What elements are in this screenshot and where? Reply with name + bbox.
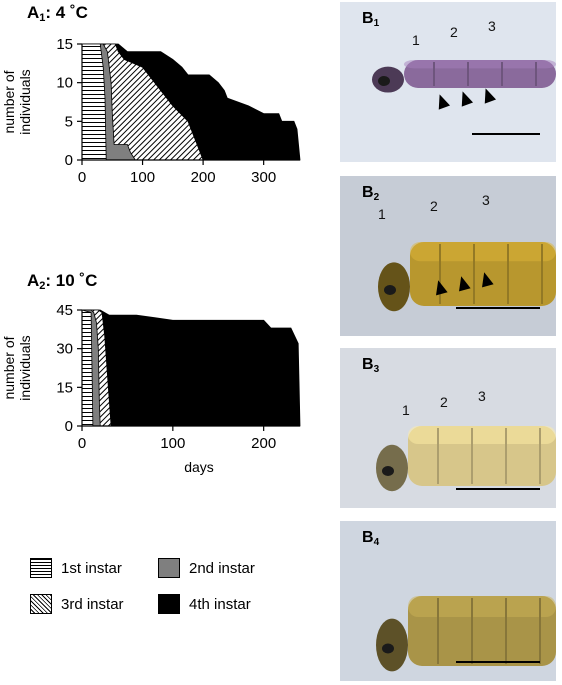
- panel-a1-letter: A: [27, 3, 40, 22]
- y-tick-label: 30: [56, 341, 73, 358]
- x-tick-label: 100: [130, 169, 155, 186]
- photo-label: B2: [362, 184, 379, 203]
- area-4th-instar: [81, 309, 301, 427]
- y-tick-label: 15: [56, 36, 73, 53]
- photo-label-subscript: 1: [373, 18, 380, 29]
- chart-a1: 0 5 10 15 0 100 200 300 number of individuals: [1, 36, 301, 186]
- larva-illustration: [376, 426, 556, 492]
- segment-number: 3: [488, 18, 496, 34]
- y-axis-label: number of individuals: [1, 69, 33, 134]
- svg-text:individuals: individuals: [17, 335, 33, 400]
- legend-label: 1st instar: [61, 559, 122, 577]
- panel-a2-letter: A: [27, 271, 40, 290]
- segment-number: 2: [440, 394, 448, 410]
- x-tick-label: 0: [78, 435, 86, 452]
- larva-illustration: [378, 242, 556, 312]
- segment-number: 3: [482, 192, 490, 208]
- y-tick-label: 15: [56, 379, 73, 396]
- segment-number: 2: [430, 198, 438, 214]
- chart-a2: 0 15 30 45 0 100 200 number of individuals days: [1, 302, 301, 475]
- legend: 1st instar 2nd instar 3rd instar 4th ins…: [30, 558, 290, 618]
- legend-swatch-black: [158, 594, 180, 614]
- legend-item-4th-instar: 4th instar: [158, 594, 251, 614]
- panel-a2-temperature: : 10 ˚C: [45, 271, 98, 290]
- legend-label: 2nd instar: [189, 559, 255, 577]
- photo-label: B4: [362, 529, 379, 548]
- area-1st-instar: [81, 43, 107, 161]
- y-tick-label: 5: [65, 113, 73, 130]
- scale-bar: [456, 307, 540, 309]
- segment-number: 2: [450, 24, 458, 40]
- photo-label: B3: [362, 356, 379, 375]
- larva-eye: [378, 76, 390, 86]
- legend-item-2nd-instar: 2nd instar: [158, 558, 255, 578]
- y-tick-label: 0: [65, 418, 73, 435]
- photo-label-letter: B: [362, 529, 374, 546]
- x-tick-label: 200: [251, 435, 276, 452]
- x-tick-label: 100: [160, 435, 185, 452]
- y-axis-label: number of individuals: [1, 335, 33, 400]
- x-axis-label: days: [184, 459, 214, 475]
- photo-b3: B3 1 2 3: [340, 348, 556, 508]
- y-tick-label: 0: [65, 152, 73, 169]
- photo-b1: B1 1 2 3: [340, 2, 556, 162]
- panel-a2-title: A2: 10 ˚C: [27, 271, 97, 292]
- larva-illustration: [372, 60, 556, 93]
- panel-a1-temperature: : 4 ˚C: [45, 3, 88, 22]
- panel-a2-subscript: 2: [39, 280, 46, 292]
- larva-eye: [382, 643, 394, 654]
- photo-label: B1: [362, 10, 379, 29]
- x-tick-label: 200: [191, 169, 216, 186]
- photo-label-letter: B: [362, 10, 374, 27]
- panel-a1-title: A1: 4 ˚C: [27, 3, 88, 24]
- segment-number: 3: [478, 388, 486, 404]
- legend-swatch-diagonal: [30, 594, 52, 614]
- panel-a1-subscript: 1: [39, 12, 46, 24]
- legend-swatch-horizontal: [30, 558, 52, 578]
- segment-number: 1: [402, 402, 410, 418]
- photo-label-letter: B: [362, 184, 374, 201]
- photo-label-letter: B: [362, 356, 374, 373]
- y-tick-label: 10: [56, 75, 73, 92]
- svg-text:number of: number of: [1, 336, 17, 399]
- scale-bar: [472, 133, 540, 135]
- scale-bar: [456, 488, 540, 490]
- legend-label: 4th instar: [189, 595, 251, 613]
- photo-label-subscript: 4: [373, 537, 380, 548]
- photo-b4: B4: [340, 521, 556, 681]
- photo-b2: B2 1 2 3: [340, 176, 556, 336]
- y-tick-label: 45: [56, 302, 73, 319]
- area-1st-instar: [81, 309, 94, 427]
- x-tick-label: 0: [78, 169, 86, 186]
- photo-label-subscript: 3: [373, 364, 380, 375]
- x-tick-label: 300: [251, 169, 276, 186]
- legend-swatch-gray: [158, 558, 180, 578]
- svg-text:individuals: individuals: [17, 69, 33, 134]
- larva-eye: [382, 466, 394, 476]
- segment-number: 1: [412, 32, 420, 48]
- larva-eye: [384, 285, 396, 295]
- legend-item-3rd-instar: 3rd instar: [30, 594, 124, 614]
- larva-illustration: [376, 596, 556, 672]
- svg-text:number of: number of: [1, 70, 17, 133]
- legend-label: 3rd instar: [61, 595, 124, 613]
- legend-item-1st-instar: 1st instar: [30, 558, 122, 578]
- photo-label-subscript: 2: [373, 192, 380, 203]
- scale-bar: [456, 661, 540, 663]
- segment-number: 1: [378, 206, 386, 222]
